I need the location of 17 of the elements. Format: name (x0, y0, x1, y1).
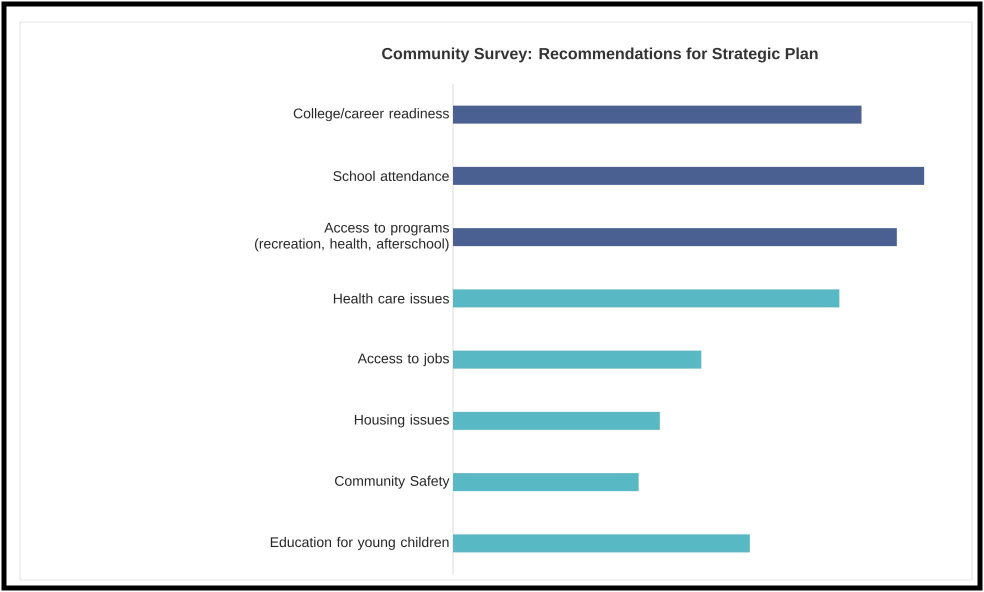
bar (453, 412, 660, 430)
bar (453, 534, 750, 552)
bar (453, 166, 924, 185)
bar (453, 473, 639, 492)
bar (453, 350, 702, 369)
bar (453, 106, 862, 124)
chart-title: Community Survey: Recommendations for Strategic Plan (382, 47, 818, 62)
y-tick-label: College/career readiness (294, 108, 449, 122)
y-tick-label: Community Safety (335, 476, 450, 489)
y-tick-label: Access to jobs (358, 353, 449, 366)
y-tick-label: Housing issues (354, 414, 449, 428)
y-tick-label: Education for young children (270, 536, 449, 550)
y-tick-label: School attendance (333, 170, 449, 182)
y-tick-label: Access to programs (recreation, health, afterschool) (255, 222, 449, 252)
bar (453, 289, 840, 308)
y-tick-label: Health care issues (334, 293, 449, 304)
bar (453, 228, 897, 246)
